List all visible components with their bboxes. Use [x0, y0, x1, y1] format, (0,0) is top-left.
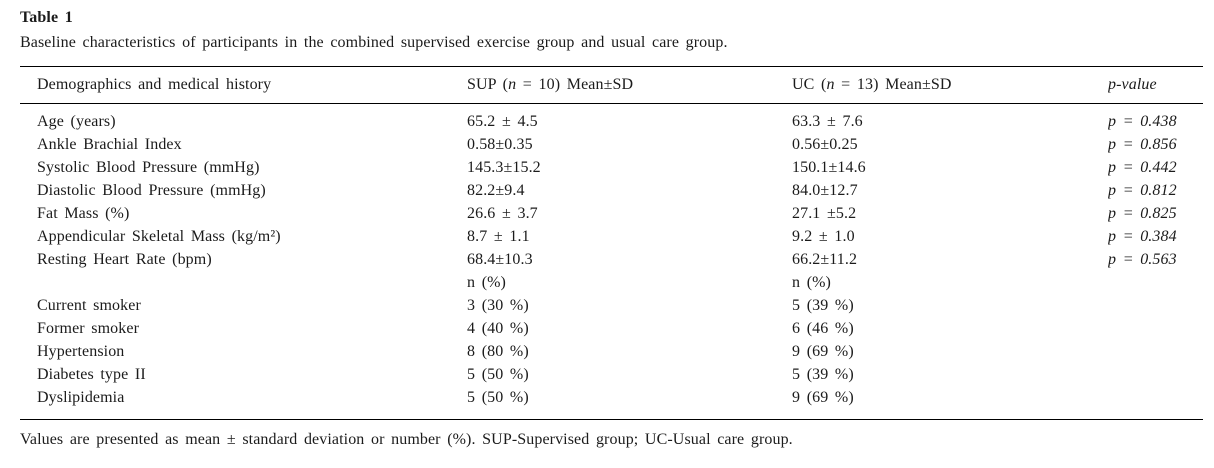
- row-label: Age (years): [37, 113, 116, 130]
- uc-value: 9.2 ± 1.0: [792, 228, 855, 245]
- column-header-uc: UC (n = 13) Mean±SD: [792, 66, 1108, 104]
- sup-value: 5 (50 %): [467, 389, 529, 406]
- uc-value: 63.3 ± 7.6: [792, 113, 863, 130]
- row-label: Current smoker: [37, 297, 141, 314]
- table-row-current-smoker: Current smoker 3 (30 %) 5 (39 %): [20, 294, 1203, 317]
- header-row: Demographics and medical history SUP (n …: [20, 66, 1203, 104]
- column-header-p-value: p-value: [1108, 66, 1203, 104]
- table-row-appendicular-skeletal-mass: Appendicular Skeletal Mass (kg/m²) 8.7 ±…: [20, 225, 1203, 248]
- p-value: p = 0.442: [1108, 159, 1177, 176]
- uc-header-post: = 13) Mean±SD: [834, 76, 952, 93]
- sup-header-n: n: [508, 76, 517, 93]
- row-label: Resting Heart Rate (bpm): [37, 251, 212, 268]
- table-caption: Baseline characteristics of participants…: [20, 34, 728, 51]
- p-value: [1108, 294, 1203, 317]
- table-footnote: Values are presented as mean ± standard …: [20, 431, 793, 448]
- table-label: Table 1: [20, 9, 73, 26]
- uc-value: 9 (69 %): [792, 343, 854, 360]
- sup-value: 8.7 ± 1.1: [467, 228, 530, 245]
- table-row-diastolic-bp: Diastolic Blood Pressure (mmHg) 82.2±9.4…: [20, 179, 1203, 202]
- baseline-characteristics-table: Demographics and medical history SUP (n …: [20, 66, 1203, 420]
- sup-value: 0.58±0.35: [467, 136, 533, 153]
- uc-value: 0.56±0.25: [792, 136, 858, 153]
- p-value: p = 0.563: [1108, 251, 1177, 268]
- sup-value: 65.2 ± 4.5: [467, 113, 538, 130]
- p-value: [1108, 386, 1203, 420]
- row-label: Appendicular Skeletal Mass (kg/m²): [37, 228, 281, 245]
- row-label: Hypertension: [37, 343, 125, 360]
- uc-value: 66.2±11.2: [792, 251, 858, 268]
- row-label: Diastolic Blood Pressure (mmHg): [37, 182, 266, 199]
- sup-value: 26.6 ± 3.7: [467, 205, 538, 222]
- table-row-diabetes-type-ii: Diabetes type II 5 (50 %) 5 (39 %): [20, 363, 1203, 386]
- row-label: Ankle Brachial Index: [37, 136, 182, 153]
- sup-value: 8 (80 %): [467, 343, 529, 360]
- p-value: p = 0.384: [1108, 228, 1177, 245]
- table-row-systolic-bp: Systolic Blood Pressure (mmHg) 145.3±15.…: [20, 156, 1203, 179]
- p-value: [1108, 363, 1203, 386]
- table-row-dyslipidemia: Dyslipidemia 5 (50 %) 9 (69 %): [20, 386, 1203, 420]
- p-value: p = 0.856: [1108, 136, 1177, 153]
- sup-header-post: = 10) Mean±SD: [516, 76, 634, 93]
- p-value: [1108, 271, 1203, 294]
- uc-value: 27.1 ±5.2: [792, 205, 857, 222]
- sup-value: 82.2±9.4: [467, 182, 525, 199]
- uc-value: 5 (39 %): [792, 297, 854, 314]
- table-row-former-smoker: Former smoker 4 (40 %) 6 (46 %): [20, 317, 1203, 340]
- table-row-fat-mass: Fat Mass (%) 26.6 ± 3.7 27.1 ±5.2 p = 0.…: [20, 202, 1203, 225]
- sup-value: 68.4±10.3: [467, 251, 533, 268]
- row-label: Former smoker: [37, 320, 140, 337]
- row-label: [20, 271, 467, 294]
- table-row-n-percent-subheader: n (%) n (%): [20, 271, 1203, 294]
- table-header: Demographics and medical history SUP (n …: [20, 66, 1203, 104]
- uc-value: n (%): [792, 274, 831, 291]
- uc-value: 5 (39 %): [792, 366, 854, 383]
- table-body: Age (years) 65.2 ± 4.5 63.3 ± 7.6 p = 0.…: [20, 104, 1203, 420]
- p-value: p = 0.812: [1108, 182, 1177, 199]
- p-value: [1108, 317, 1203, 340]
- table-row-resting-heart-rate: Resting Heart Rate (bpm) 68.4±10.3 66.2±…: [20, 248, 1203, 271]
- sup-header-pre: SUP (: [467, 76, 509, 93]
- row-label: Diabetes type II: [37, 366, 146, 383]
- p-value: p = 0.438: [1108, 113, 1177, 130]
- p-value: p = 0.825: [1108, 205, 1177, 222]
- uc-value: 6 (46 %): [792, 320, 854, 337]
- column-header-demographics: Demographics and medical history: [20, 66, 467, 104]
- table-row-hypertension: Hypertension 8 (80 %) 9 (69 %): [20, 340, 1203, 363]
- sup-value: 4 (40 %): [467, 320, 529, 337]
- table-row-ankle-brachial-index: Ankle Brachial Index 0.58±0.35 0.56±0.25…: [20, 133, 1203, 156]
- column-header-sup: SUP (n = 10) Mean±SD: [467, 66, 792, 104]
- table-row-age: Age (years) 65.2 ± 4.5 63.3 ± 7.6 p = 0.…: [20, 104, 1203, 134]
- row-label: Fat Mass (%): [37, 205, 130, 222]
- sup-value: 145.3±15.2: [467, 159, 541, 176]
- uc-header-n: n: [826, 76, 835, 93]
- row-label: Systolic Blood Pressure (mmHg): [37, 159, 260, 176]
- uc-header-pre: UC (: [792, 76, 827, 93]
- uc-value: 84.0±12.7: [792, 182, 858, 199]
- p-value: [1108, 340, 1203, 363]
- sup-value: 5 (50 %): [467, 366, 529, 383]
- uc-value: 9 (69 %): [792, 389, 854, 406]
- sup-value: 3 (30 %): [467, 297, 529, 314]
- uc-value: 150.1±14.6: [792, 159, 866, 176]
- row-label: Dyslipidemia: [37, 389, 125, 406]
- sup-value: n (%): [467, 274, 506, 291]
